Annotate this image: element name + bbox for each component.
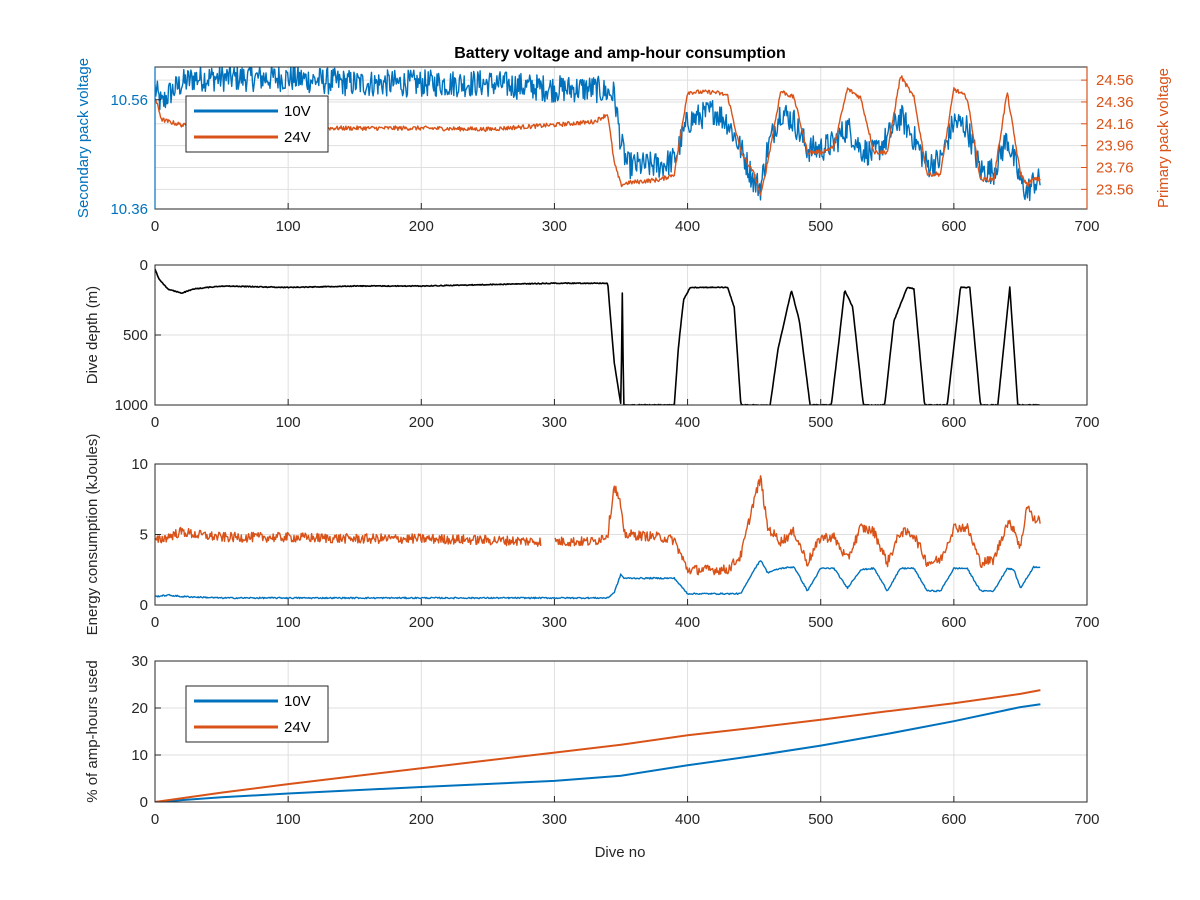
x-tick-label: 100 <box>276 614 301 631</box>
axes-box <box>154 660 1088 803</box>
x-tick-label: 200 <box>409 414 434 431</box>
x-axis-label: Dive no <box>595 844 646 861</box>
x-tick-label: 500 <box>808 614 833 631</box>
y-axis-label: Secondary pack voltage <box>75 58 92 218</box>
panel-voltage: 0 100 200 300 400 500 600 700 10.36 10.56 23.56 23.… <box>75 58 1172 235</box>
series-line-10v <box>155 560 1041 600</box>
legend-label-24v: 24V <box>284 129 311 146</box>
x-tick-label: 400 <box>675 811 700 828</box>
y-tick-label: 20 <box>131 700 148 717</box>
y-tick-label: 0 <box>140 597 148 614</box>
y-tick-label: 500 <box>123 327 148 344</box>
x-tick-label: 300 <box>542 614 567 631</box>
x-tick-label: 200 <box>409 811 434 828</box>
series-line-depth <box>155 268 1041 405</box>
x-tick-label: 300 <box>542 218 567 235</box>
y-axis-label: Dive depth (m) <box>84 286 101 384</box>
x-tick-label: 200 <box>409 218 434 235</box>
y-axis-label: % of amp-hours used <box>84 660 101 803</box>
y-tick-label: 10 <box>131 456 148 473</box>
y-tick-label: 30 <box>131 653 148 670</box>
x-tick-label: 300 <box>542 811 567 828</box>
x-tick-label: 400 <box>675 414 700 431</box>
legend-label-24v: 24V <box>284 719 311 736</box>
y-tick-label-right: 23.96 <box>1096 138 1134 155</box>
x-tick-label: 500 <box>808 811 833 828</box>
x-tick-label: 0 <box>151 811 159 828</box>
y-tick-label-right: 24.16 <box>1096 116 1134 133</box>
series-line-24v <box>155 475 1041 576</box>
x-tick-label: 700 <box>1074 414 1099 431</box>
series-line-24v <box>155 689 1041 802</box>
panels: 0 100 200 300 400 500 600 70010.3610.5623.5623.… <box>75 58 1172 828</box>
series-group <box>155 475 1041 600</box>
x-tick-label: 500 <box>808 218 833 235</box>
y-tick-label-right: 23.76 <box>1096 159 1134 176</box>
x-tick-label: 100 <box>276 811 301 828</box>
x-tick-label: 0 <box>151 414 159 431</box>
panel-amphours: 0 100 200 300 400 500 600 700 0 10 20 30 % of amp-ho… <box>84 653 1100 828</box>
y-tick-label-right: 24.36 <box>1096 94 1134 111</box>
x-tick-label: 100 <box>276 414 301 431</box>
series-line-10v <box>155 67 1041 202</box>
y-axis-label: Energy consumption (kJoules) <box>84 434 101 636</box>
legend-box <box>185 95 329 153</box>
y-tick-label-right: 24.56 <box>1096 72 1134 89</box>
y-tick-label: 0 <box>140 794 148 811</box>
x-tick-label: 600 <box>941 218 966 235</box>
x-tick-label: 0 <box>151 614 159 631</box>
y-tick-label: 10.36 <box>110 201 148 218</box>
series-group <box>155 268 1041 405</box>
legend: 10V 24V <box>185 95 329 153</box>
x-tick-label: 600 <box>941 811 966 828</box>
x-tick-label: 200 <box>409 614 434 631</box>
y-axis-label-right: Primary pack voltage <box>1155 68 1172 208</box>
x-tick-label: 700 <box>1074 218 1099 235</box>
legend-label-10v: 10V <box>284 103 311 120</box>
x-tick-label: 0 <box>151 218 159 235</box>
y-tick-label: 5 <box>140 527 148 544</box>
series-line-10v <box>155 703 1041 802</box>
legend-box <box>185 685 329 743</box>
x-tick-label: 700 <box>1074 811 1099 828</box>
panel-energy: 0 100 200 300 400 500 600 700 0 5 10 Energy consump… <box>84 434 1100 636</box>
panel-depth: 0 100 200 300 400 500 600 700 0 500 1000 Dive depth… <box>84 257 1100 431</box>
x-tick-label: 100 <box>276 218 301 235</box>
legend: 10V 24V <box>185 685 329 743</box>
y-tick-label-right: 23.56 <box>1096 181 1134 198</box>
chart-title: Battery voltage and amp-hour consumption <box>454 45 786 62</box>
y-tick-label: 0 <box>140 257 148 274</box>
x-tick-label: 400 <box>675 614 700 631</box>
y-tick-label: 10 <box>131 747 148 764</box>
x-tick-label: 600 <box>941 414 966 431</box>
y-tick-label: 1000 <box>115 397 148 414</box>
x-tick-label: 500 <box>808 414 833 431</box>
x-tick-label: 600 <box>941 614 966 631</box>
y-tick-label: 10.56 <box>110 92 148 109</box>
x-tick-label: 400 <box>675 218 700 235</box>
x-tick-label: 700 <box>1074 614 1099 631</box>
x-tick-label: 300 <box>542 414 567 431</box>
legend-label-10v: 10V <box>284 693 311 710</box>
series-group <box>155 689 1041 802</box>
